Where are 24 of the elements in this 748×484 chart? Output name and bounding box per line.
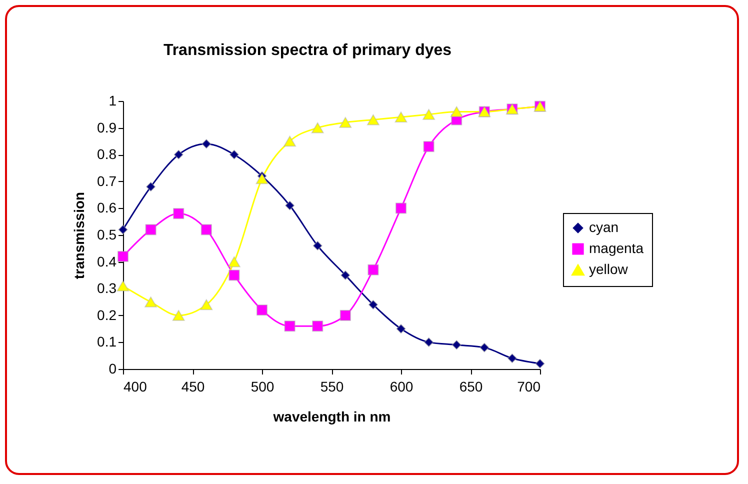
- legend-label: magenta: [589, 240, 644, 256]
- x-tick-label: 600: [390, 378, 414, 394]
- y-tick-label: 0.5: [97, 226, 117, 242]
- legend-label: yellow: [589, 261, 629, 277]
- y-tick-label: 0.2: [97, 306, 117, 323]
- x-tick-label: 700: [517, 378, 541, 394]
- y-tick-label: 0.4: [97, 253, 117, 270]
- x-tick-label: 400: [124, 378, 148, 394]
- x-axis-title: wavelength in nm: [272, 408, 391, 424]
- x-tick-label: 550: [320, 378, 344, 394]
- y-tick-label: 0: [108, 360, 117, 376]
- y-tick-label: 0.3: [97, 280, 117, 296]
- legend-label: cyan: [589, 219, 619, 235]
- y-tick-label: 1: [108, 92, 117, 108]
- y-tick-label: 0.1: [97, 334, 117, 350]
- y-tick-label: 0.7: [97, 172, 117, 189]
- y-tick-label: 0.9: [97, 119, 117, 136]
- y-axis-title: transmission: [71, 192, 88, 280]
- x-tick-label: 450: [181, 378, 205, 394]
- x-tick-label: 650: [459, 378, 483, 394]
- y-tick-label: 0.6: [97, 200, 117, 216]
- y-tick-label: 0.8: [97, 146, 117, 162]
- chart-title: Transmission spectra of primary dyes: [163, 42, 452, 59]
- x-tick-label: 500: [250, 378, 274, 394]
